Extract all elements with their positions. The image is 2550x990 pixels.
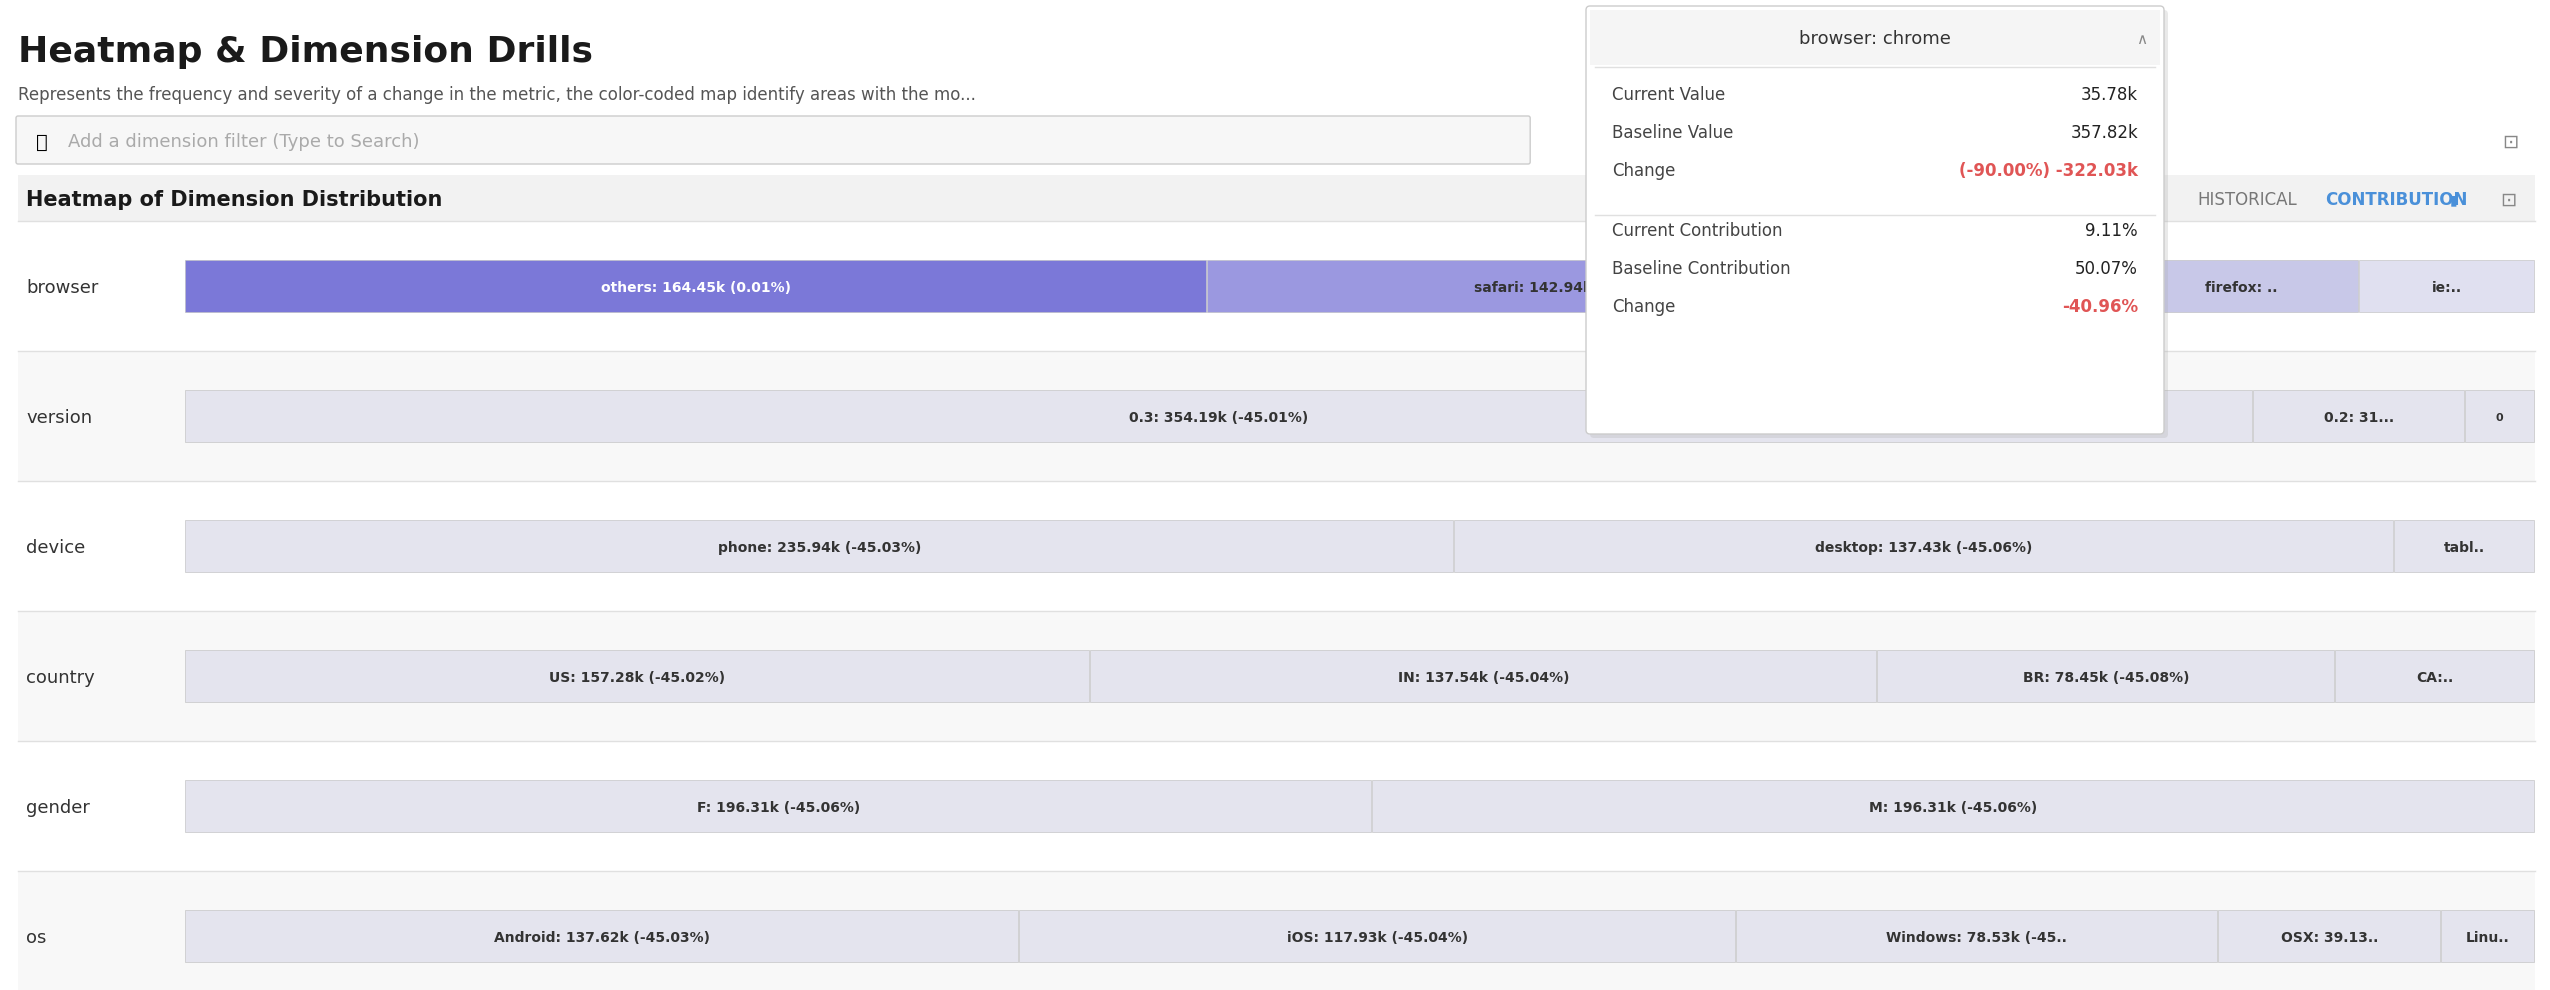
Text: os: os (26, 929, 46, 947)
Text: 50.07%: 50.07% (2076, 260, 2137, 278)
FancyBboxPatch shape (18, 175, 2535, 221)
Text: Heatmap of Dimension Distribution: Heatmap of Dimension Distribution (26, 190, 441, 210)
Text: ⊡: ⊡ (2502, 190, 2517, 210)
FancyBboxPatch shape (2124, 260, 2359, 312)
Text: browser: browser (26, 279, 99, 297)
Text: Represents the frequency and severity of a change in the metric, the color-coded: Represents the frequency and severity of… (18, 86, 977, 104)
Text: -40.96%: -40.96% (2063, 298, 2137, 316)
FancyBboxPatch shape (1925, 260, 2122, 312)
Text: Baseline Contribution: Baseline Contribution (1612, 260, 1790, 278)
Text: country: country (26, 669, 94, 687)
Text: safari: 142.94k (0.02%): safari: 142.94k (0.02%) (1474, 281, 1658, 295)
Text: 35.78k: 35.78k (2081, 86, 2137, 104)
Text: phone: 235.94k (-45.03%): phone: 235.94k (-45.03%) (717, 541, 921, 555)
FancyBboxPatch shape (2463, 390, 2535, 442)
FancyBboxPatch shape (1877, 650, 2333, 702)
Text: ie:..: ie:.. (2433, 281, 2461, 295)
Text: 0: 0 (2496, 413, 2504, 423)
Text: Change: Change (1612, 162, 1675, 180)
Text: ∧: ∧ (2137, 32, 2147, 47)
FancyBboxPatch shape (18, 871, 2535, 990)
Text: Current Value: Current Value (1612, 86, 1726, 104)
Text: Baseline Value: Baseline Value (1612, 124, 1734, 142)
FancyBboxPatch shape (18, 221, 2535, 351)
FancyBboxPatch shape (15, 116, 1530, 164)
FancyBboxPatch shape (186, 780, 1372, 832)
Text: Current Contribution: Current Contribution (1612, 222, 1782, 240)
FancyBboxPatch shape (1737, 910, 2216, 962)
FancyBboxPatch shape (2394, 520, 2535, 572)
FancyBboxPatch shape (1591, 10, 2160, 65)
Text: Heatmap & Dimension Drills: Heatmap & Dimension Drills (18, 35, 594, 69)
Text: version: version (26, 409, 92, 427)
FancyBboxPatch shape (1020, 910, 1734, 962)
FancyBboxPatch shape (186, 520, 1454, 572)
Text: (-90.00%) -322.03k: (-90.00%) -322.03k (1958, 162, 2137, 180)
Text: CONTRIBUTION: CONTRIBUTION (2326, 191, 2466, 209)
Text: IN: 137.54k (-45.04%): IN: 137.54k (-45.04%) (1397, 671, 1568, 685)
FancyBboxPatch shape (2254, 390, 2463, 442)
Text: others: 164.45k (0.01%): others: 164.45k (0.01%) (602, 281, 790, 295)
Text: desktop: 137.43k (-45.06%): desktop: 137.43k (-45.06%) (1816, 541, 2032, 555)
FancyBboxPatch shape (2359, 260, 2535, 312)
Text: HISTORICAL: HISTORICAL (2198, 191, 2298, 209)
FancyBboxPatch shape (186, 910, 1017, 962)
FancyBboxPatch shape (1372, 780, 2535, 832)
Text: iOS: 117.93k (-45.04%): iOS: 117.93k (-45.04%) (1288, 931, 1469, 945)
FancyBboxPatch shape (18, 481, 2535, 611)
FancyBboxPatch shape (18, 611, 2535, 741)
FancyBboxPatch shape (1089, 650, 1877, 702)
FancyBboxPatch shape (186, 650, 1089, 702)
FancyBboxPatch shape (18, 741, 2535, 871)
Text: 0.3: 354.19k (-45.01%): 0.3: 354.19k (-45.01%) (1130, 411, 1308, 425)
FancyBboxPatch shape (1453, 520, 2392, 572)
Text: device: device (26, 539, 84, 557)
Text: firefox: ..: firefox: .. (2206, 281, 2277, 295)
FancyBboxPatch shape (186, 390, 2252, 442)
Text: ⊡: ⊡ (2502, 133, 2519, 151)
Text: OSX: 39.13..: OSX: 39.13.. (2280, 931, 2379, 945)
Text: US: 157.28k (-45.02%): US: 157.28k (-45.02%) (548, 671, 724, 685)
Text: Change: Change (1612, 298, 1675, 316)
Text: chrome: 3...: chrome: 3... (1976, 281, 2071, 295)
Text: BR: 78.45k (-45.08%): BR: 78.45k (-45.08%) (2022, 671, 2190, 685)
Text: 0.2: 31...: 0.2: 31... (2323, 411, 2394, 425)
Text: gender: gender (26, 799, 89, 817)
Text: Linu..: Linu.. (2466, 931, 2509, 945)
FancyBboxPatch shape (2440, 910, 2535, 962)
Text: Android: 137.62k (-45.03%): Android: 137.62k (-45.03%) (495, 931, 709, 945)
FancyBboxPatch shape (1591, 10, 2168, 438)
Text: Add a dimension filter (Type to Search): Add a dimension filter (Type to Search) (69, 133, 421, 151)
FancyBboxPatch shape (1586, 6, 2165, 434)
FancyBboxPatch shape (2336, 650, 2535, 702)
Text: Windows: 78.53k (-45..: Windows: 78.53k (-45.. (1887, 931, 2068, 945)
Text: browser: chrome: browser: chrome (1800, 31, 1951, 49)
Text: 🔍: 🔍 (36, 133, 48, 151)
Text: F: 196.31k (-45.06%): F: 196.31k (-45.06%) (696, 801, 859, 815)
FancyBboxPatch shape (1206, 260, 1923, 312)
Text: M: 196.31k (-45.06%): M: 196.31k (-45.06%) (1869, 801, 2037, 815)
FancyBboxPatch shape (2218, 910, 2440, 962)
Text: tabl..: tabl.. (2443, 541, 2486, 555)
Text: CA:..: CA:.. (2417, 671, 2453, 685)
Text: ▮: ▮ (2451, 193, 2458, 207)
Text: 357.82k: 357.82k (2071, 124, 2137, 142)
FancyBboxPatch shape (186, 260, 1206, 312)
Text: 9.11%: 9.11% (2086, 222, 2137, 240)
FancyBboxPatch shape (18, 351, 2535, 481)
